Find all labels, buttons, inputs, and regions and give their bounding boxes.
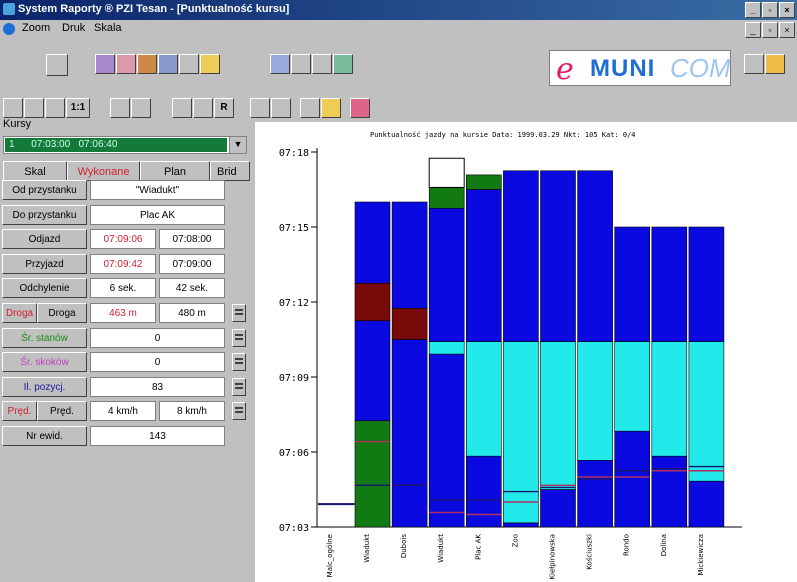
- network-icon[interactable]: [333, 54, 353, 74]
- row-label2-9[interactable]: Pręd.: [37, 401, 87, 422]
- app-icon: [3, 3, 15, 15]
- people-icon[interactable]: [350, 98, 370, 118]
- menu-bar: Zoom Druk Skala _ ▫ ×: [0, 20, 797, 38]
- row-value-9: 4 km/h: [90, 401, 156, 422]
- scale-button-9[interactable]: [232, 402, 246, 421]
- row-value-0: "Wiadukt": [90, 180, 225, 200]
- window-split-icon[interactable]: [300, 98, 320, 118]
- lock-icon[interactable]: [172, 98, 192, 118]
- filter-icon[interactable]: [193, 98, 213, 118]
- row-label-1: Do przystanku: [2, 204, 87, 225]
- doc-icon[interactable]: [3, 23, 15, 35]
- row-value-1: Plac AK: [90, 204, 225, 225]
- chart-title: Punktualność jazdy na kursie Data: 1999.…: [370, 131, 636, 139]
- menu-druk[interactable]: Druk: [62, 22, 86, 34]
- row-plan-9: 8 km/h: [159, 401, 225, 422]
- row-label-3: Przyjazd: [2, 253, 87, 274]
- title-bar: System Raporty ® PZI Tesan - [Punktualno…: [0, 0, 797, 20]
- window-icon[interactable]: [312, 54, 332, 74]
- row-value-7: 0: [90, 352, 225, 373]
- scale-button-5[interactable]: [232, 304, 246, 322]
- row-label-6: Śr. stanów: [2, 327, 87, 348]
- scale-button-7[interactable]: [232, 353, 246, 372]
- refresh-icon[interactable]: [131, 98, 151, 118]
- zoom-fit-icon[interactable]: [45, 98, 65, 118]
- chart-icon[interactable]: [321, 98, 341, 118]
- row-value-4: 6 sek.: [90, 278, 156, 299]
- print-icon[interactable]: [110, 98, 130, 118]
- rows-icon[interactable]: [271, 98, 291, 118]
- child-close-button[interactable]: ×: [779, 22, 795, 38]
- row-label2-5[interactable]: Droga: [37, 303, 87, 323]
- menu-skala[interactable]: Skala: [94, 22, 122, 34]
- row-plan-5: 480 m: [159, 303, 225, 323]
- row-label-7: Śr. skoków: [2, 352, 87, 373]
- zoom-in-icon[interactable]: [3, 98, 23, 118]
- zoom-one-one-button[interactable]: 1:1: [66, 98, 90, 118]
- close-button[interactable]: ×: [779, 2, 795, 18]
- chevron-down-icon[interactable]: ▼: [229, 137, 246, 153]
- person-icon[interactable]: [200, 54, 220, 74]
- row-value-8: 83: [90, 376, 225, 397]
- columns-icon[interactable]: [250, 98, 270, 118]
- tab-skal[interactable]: Skal: [3, 161, 67, 181]
- row-label-0: Od przystanku: [2, 180, 87, 200]
- maximize-button[interactable]: ▫: [762, 2, 778, 18]
- kursy-listbox[interactable]: 1 07:03:00 07:06:40 ▼: [3, 136, 247, 154]
- bus-icon[interactable]: [137, 54, 157, 74]
- row-value-2: 07:09:06: [90, 229, 156, 250]
- row-label-10: Nr ewid.: [2, 426, 87, 446]
- row-plan-2: 07:08:00: [159, 229, 225, 250]
- kursy-selected[interactable]: 1 07:03:00 07:06:40: [5, 138, 227, 152]
- row-plan-4: 42 sek.: [159, 278, 225, 299]
- child-minimize-button[interactable]: _: [745, 22, 761, 38]
- scale-button-8[interactable]: [232, 377, 246, 396]
- chart-toolbar: 1:1 R: [0, 96, 797, 118]
- window-title: System Raporty ® PZI Tesan - [Punktualno…: [18, 3, 290, 15]
- r-button[interactable]: R: [214, 98, 234, 118]
- exit-icon[interactable]: [765, 54, 785, 74]
- tab-plan[interactable]: Plan: [140, 161, 210, 181]
- kursy-label: Kursy: [3, 118, 32, 130]
- row-value-10: 143: [90, 426, 225, 446]
- row-label-5[interactable]: Droga: [2, 303, 37, 323]
- row-value-5: 463 m: [90, 303, 156, 323]
- main-toolbar: [0, 40, 797, 96]
- stops-icon[interactable]: [158, 54, 178, 74]
- row-value-3: 07:09:42: [90, 253, 156, 274]
- tab-brid[interactable]: Brid: [210, 161, 250, 181]
- scale-button-6[interactable]: [232, 328, 246, 347]
- row-plan-3: 07:09:00: [159, 253, 225, 274]
- table-icon[interactable]: [291, 54, 311, 74]
- row-label-2: Odjazd: [2, 229, 87, 250]
- logo-e: e: [556, 52, 574, 87]
- zoom-out-icon[interactable]: [24, 98, 44, 118]
- row-value-6: 0: [90, 327, 225, 348]
- logo-muni: MUNI: [590, 55, 656, 82]
- mail-icon[interactable]: [179, 54, 199, 74]
- tab-wykonane[interactable]: Wykonane: [67, 161, 140, 181]
- logo-com: COM: [670, 53, 731, 83]
- course-panel: Kursy 1 07:03:00 07:06:40 ▼ Skal Wykonan…: [0, 118, 250, 582]
- municom-logo: e MUNI COM: [549, 50, 731, 87]
- child-maximize-button[interactable]: ▫: [762, 22, 778, 38]
- row-label-4: Odchylenie: [2, 278, 87, 299]
- row-label-8: Il. pozycj.: [2, 376, 87, 397]
- chart-area: [255, 122, 797, 582]
- house-icon[interactable]: [95, 54, 115, 74]
- minimize-button[interactable]: _: [745, 2, 761, 18]
- row-label-9[interactable]: Pręd.: [2, 401, 37, 422]
- print-preview-icon[interactable]: [270, 54, 290, 74]
- gear-icon[interactable]: [744, 54, 764, 74]
- report-icon[interactable]: [116, 54, 136, 74]
- calendar-icon[interactable]: [46, 54, 68, 76]
- menu-zoom[interactable]: Zoom: [22, 22, 51, 34]
